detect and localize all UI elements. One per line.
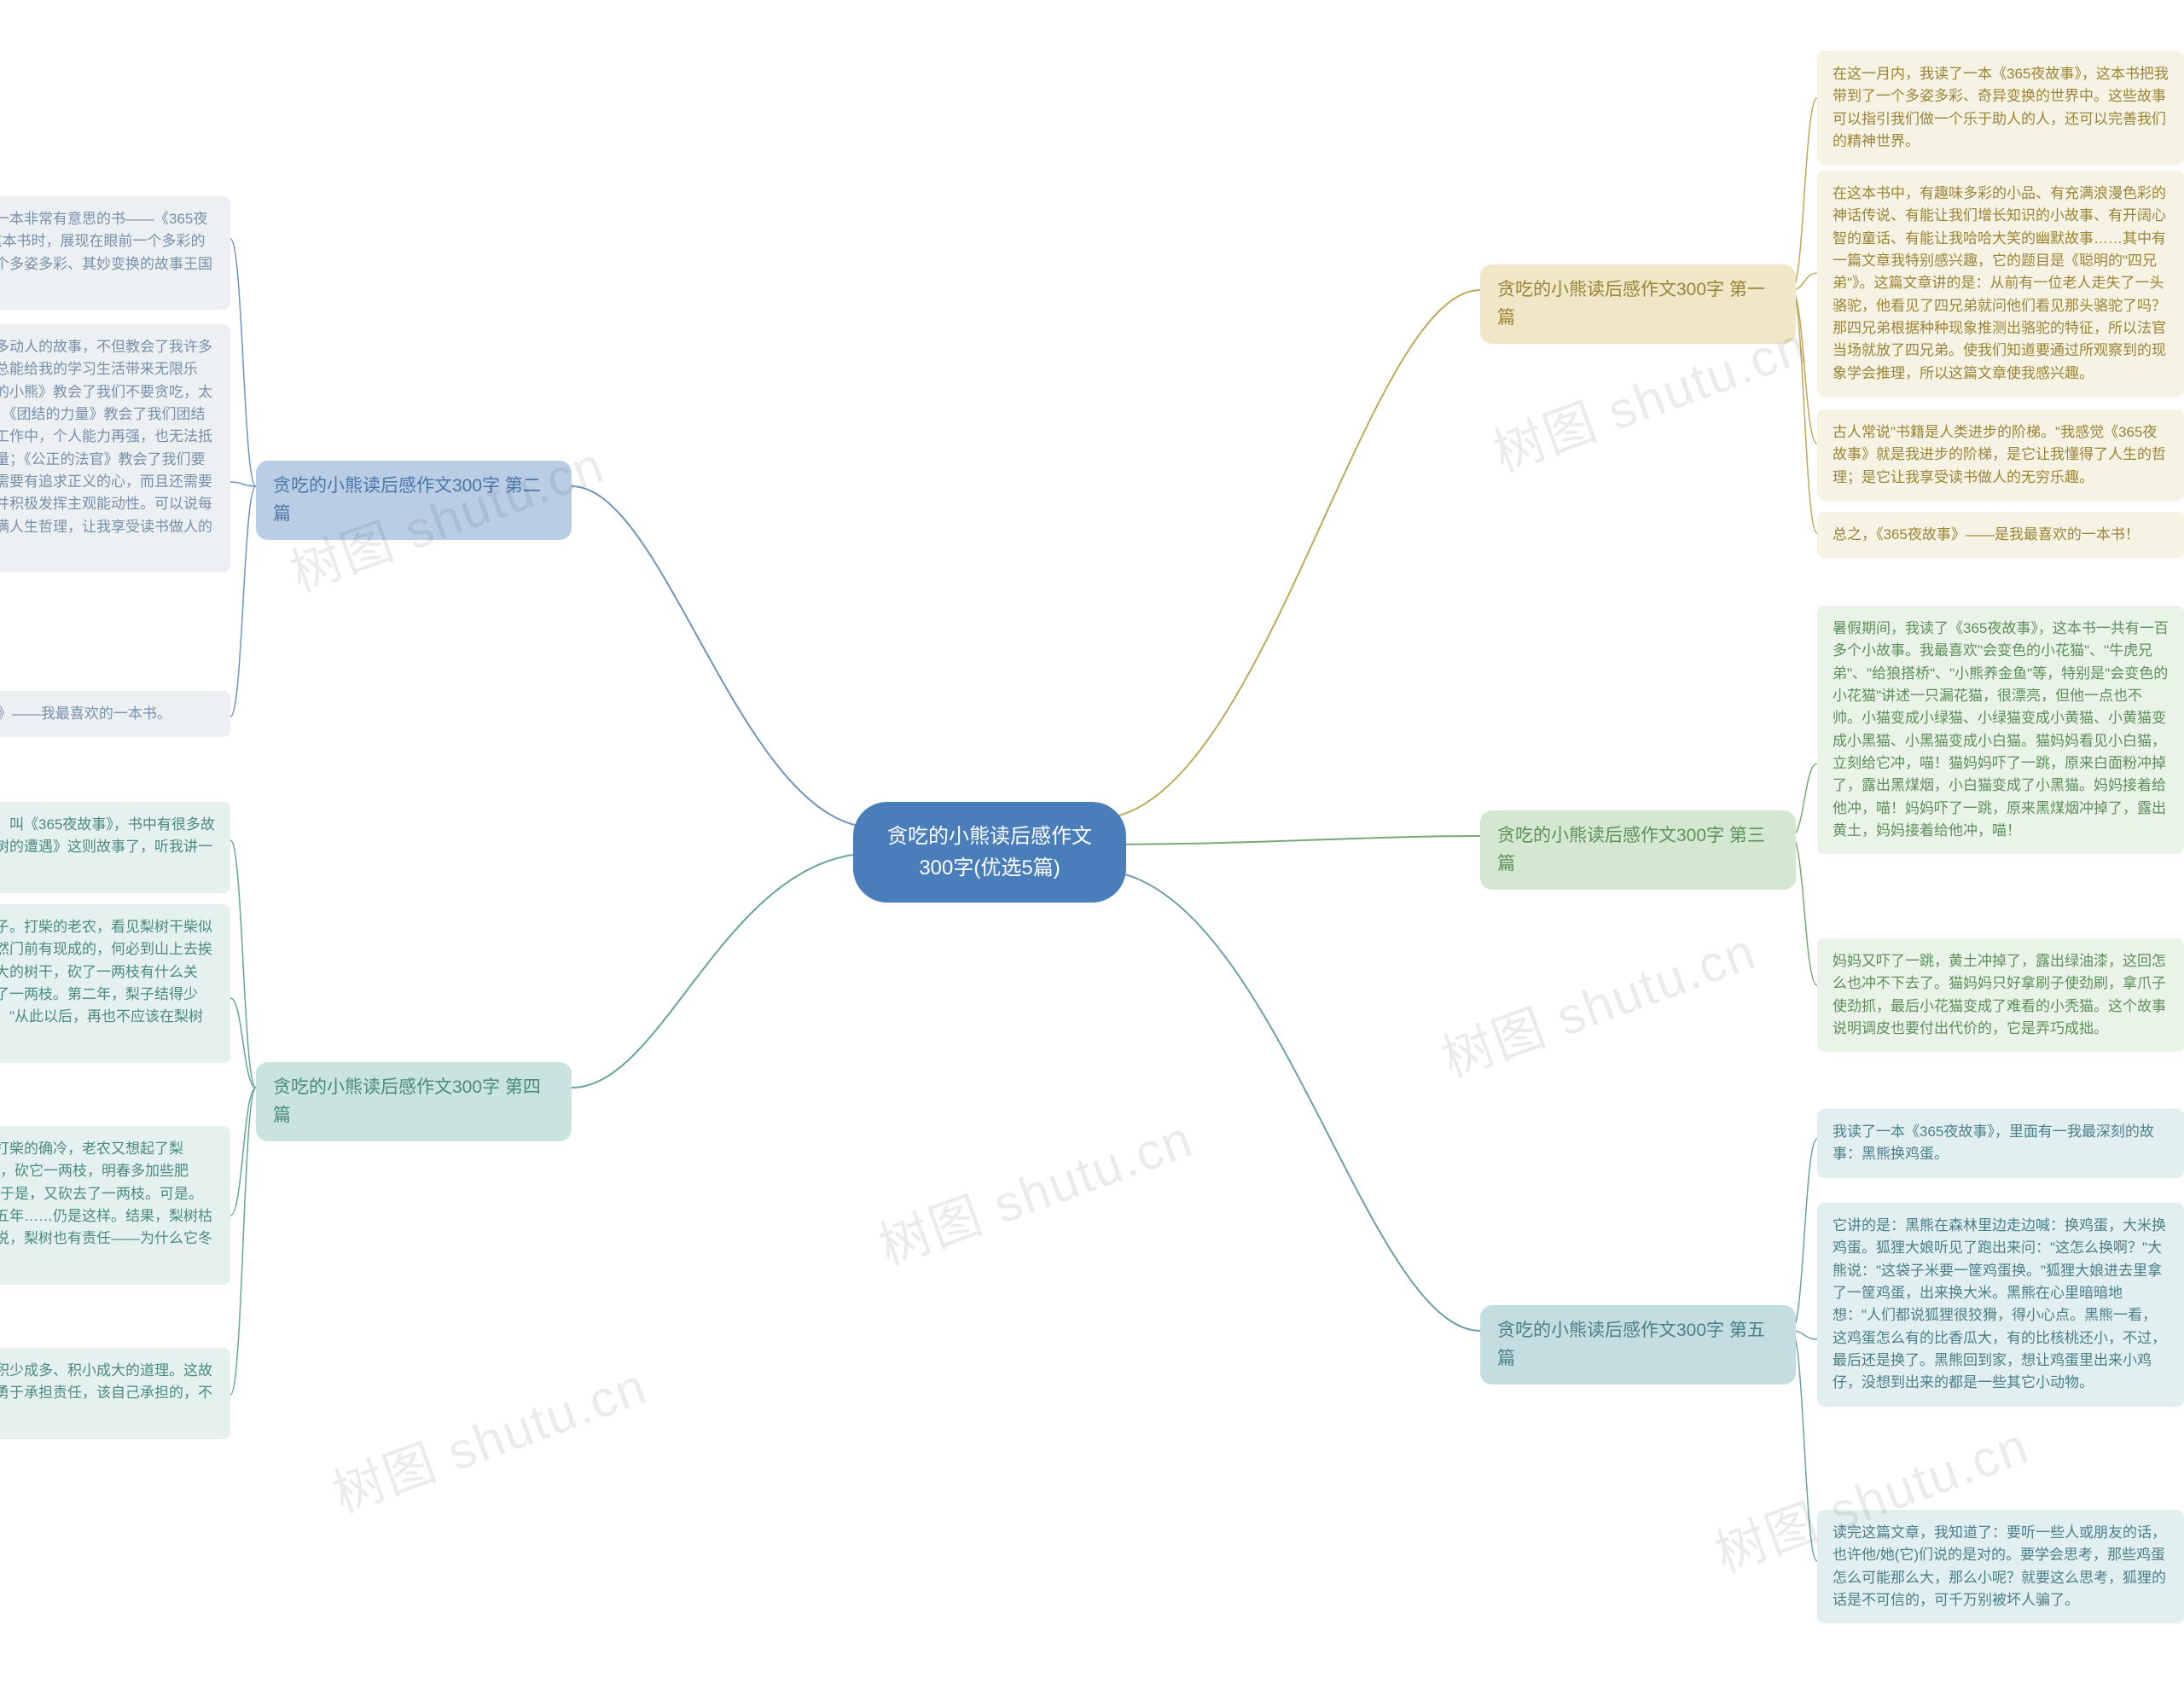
branch-4[interactable]: 贪吃的小熊读后感作文300字 第四篇 xyxy=(256,1062,572,1141)
center-topic[interactable]: 贪吃的小熊读后感作文300字(优选5篇) xyxy=(853,802,1126,903)
watermark: 树图 shutu.cn xyxy=(1431,910,1765,1093)
branch-1-leaf-4[interactable]: 总之，《365夜故事》——是我最喜欢的一本书！ xyxy=(1817,512,2184,558)
leaf-text: 古人常说"书籍是人类进步的阶梯。"我感觉《365夜故事》就是我进步的阶梯，是它让… xyxy=(1833,421,2169,489)
leaf-text: 这本书里有许许多多动人的故事，不但教会了我许多做人的道理，而且总能给我的学习生活… xyxy=(0,336,215,560)
branch-3-leaf-1[interactable]: 暑假期间，我读了《365夜故事》，这本书一共有一百多个小故事。我最喜欢"会变色的… xyxy=(1817,606,2184,854)
leaf-text: 它讲的是：黑熊在森林里边走边喊：换鸡蛋，大米换鸡蛋。狐狸大娘听见了跑出来问："这… xyxy=(1833,1215,2169,1395)
branch-1-label: 贪吃的小熊读后感作文300字 第一篇 xyxy=(1497,276,1779,332)
leaf-text: 妈妈又吓了一跳，黄土冲掉了，露出绿油漆，这回怎么也冲不下去了。猫妈妈只好拿刷子使… xyxy=(1833,950,2169,1040)
branch-5-leaf-1[interactable]: 我读了一本《365夜故事》，里面有一我最深刻的故事：黑熊换鸡蛋。 xyxy=(1817,1109,2184,1178)
branch-5-leaf-2[interactable]: 它讲的是：黑熊在森林里边走边喊：换鸡蛋，大米换鸡蛋。狐狸大娘听见了跑出来问："这… xyxy=(1817,1203,2184,1407)
watermark: 树图 shutu.cn xyxy=(868,1098,1202,1280)
branch-4-leaf-2[interactable]: 冬天，梨树脱了叶子。打柴的老农，看见梨树干柴似的枝条，心想：既然门前有现成的，何… xyxy=(0,904,230,1063)
leaf-text: 冬天又到了，上山打柴的确冷，老农又想起了梨树："这么大的树干，砍它一两枝，明春多… xyxy=(0,1138,215,1273)
branch-5-leaf-3[interactable]: 读完这篇文章，我知道了：要听一些人或朋友的话，也许他/她(它)们说的是对的。要学… xyxy=(1817,1510,2184,1623)
branch-4-leaf-4[interactable]: 这则故事告诉我们积少成多、积小成大的道理。这故事还让我懂得应该勇于承担责任，该自… xyxy=(0,1348,230,1439)
branch-3-label: 贪吃的小熊读后感作文300字 第三篇 xyxy=(1497,822,1779,878)
branch-4-label: 贪吃的小熊读后感作文300字 第四篇 xyxy=(273,1074,555,1129)
leaf-text: 寒假期间，我读了一本非常有意思的书——《365夜故事》。当我打看这本书时，展现在… xyxy=(0,208,215,298)
leaf-text: 我读了一本《365夜故事》，里面有一我最深刻的故事：黑熊换鸡蛋。 xyxy=(1833,1121,2169,1166)
branch-2-leaf-3[interactable]: 总之，《365夜故事》——我最喜欢的一本书。 xyxy=(0,691,230,737)
leaf-text: 冬天，梨树脱了叶子。打柴的老农，看见梨树干柴似的枝条，心想：既然门前有现成的，何… xyxy=(0,916,215,1051)
branch-1-leaf-2[interactable]: 在这本书中，有趣味多彩的小品、有充满浪漫色彩的神话传说、有能让我们增长知识的小故… xyxy=(1817,171,2184,397)
branch-2-leaf-1[interactable]: 寒假期间，我读了一本非常有意思的书——《365夜故事》。当我打看这本书时，展现在… xyxy=(0,196,230,310)
watermark: 树图 shutu.cn xyxy=(322,1345,656,1528)
branch-3-leaf-2[interactable]: 妈妈又吓了一跳，黄土冲掉了，露出绿油漆，这回怎么也冲不下去了。猫妈妈只好拿刷子使… xyxy=(1817,938,2184,1052)
leaf-text: 这则故事告诉我们积少成多、积小成大的道理。这故事还让我懂得应该勇于承担责任，该自… xyxy=(0,1360,215,1427)
branch-1-leaf-3[interactable]: 古人常说"书籍是人类进步的阶梯。"我感觉《365夜故事》就是我进步的阶梯，是它让… xyxy=(1817,409,2184,501)
branch-2[interactable]: 贪吃的小熊读后感作文300字 第二篇 xyxy=(256,461,572,540)
branch-5[interactable]: 贪吃的小熊读后感作文300字 第五篇 xyxy=(1480,1305,1796,1385)
branch-5-label: 贪吃的小熊读后感作文300字 第五篇 xyxy=(1497,1317,1779,1373)
leaf-text: 暑假期间，我读了《365夜故事》，这本书一共有一百多个小故事。我最喜欢"会变色的… xyxy=(1833,618,2169,842)
branch-1-leaf-1[interactable]: 在这一月内，我读了一本《365夜故事》，这本书把我带到了一个多姿多彩、奇异变换的… xyxy=(1817,51,2184,165)
branch-4-leaf-3[interactable]: 冬天又到了，上山打柴的确冷，老农又想起了梨树："这么大的树干，砍它一两枝，明春多… xyxy=(0,1126,230,1285)
branch-2-leaf-2[interactable]: 这本书里有许许多多动人的故事，不但教会了我许多做人的道理，而且总能给我的学习生活… xyxy=(0,324,230,572)
leaf-text: 总之，《365夜故事》——我最喜欢的一本书。 xyxy=(0,703,171,725)
branch-2-label: 贪吃的小熊读后感作文300字 第二篇 xyxy=(273,473,555,528)
branch-1[interactable]: 贪吃的小熊读后感作文300字 第一篇 xyxy=(1480,264,1796,344)
leaf-text: 在这一月内，我读了一本《365夜故事》，这本书把我带到了一个多姿多彩、奇异变换的… xyxy=(1833,63,2169,153)
branch-3[interactable]: 贪吃的小熊读后感作文300字 第三篇 xyxy=(1480,810,1796,890)
leaf-text: 总之，《365夜故事》——是我最喜欢的一本书！ xyxy=(1833,524,2140,546)
leaf-text: 在这本书中，有趣味多彩的小品、有充满浪漫色彩的神话传说、有能让我们增长知识的小故… xyxy=(1833,183,2169,385)
leaf-text: 读完这篇文章，我知道了：要听一些人或朋友的话，也许他/她(它)们说的是对的。要学… xyxy=(1833,1522,2169,1611)
center-text: 贪吃的小熊读后感作文300字(优选5篇) xyxy=(886,821,1094,884)
branch-4-leaf-1[interactable]: 最近我读了一本书，叫《365夜故事》，书中有很多故事，我最喜欢《梨树的遭遇》这则… xyxy=(0,802,230,893)
leaf-text: 最近我读了一本书，叫《365夜故事》，书中有很多故事，我最喜欢《梨树的遭遇》这则… xyxy=(0,814,215,881)
